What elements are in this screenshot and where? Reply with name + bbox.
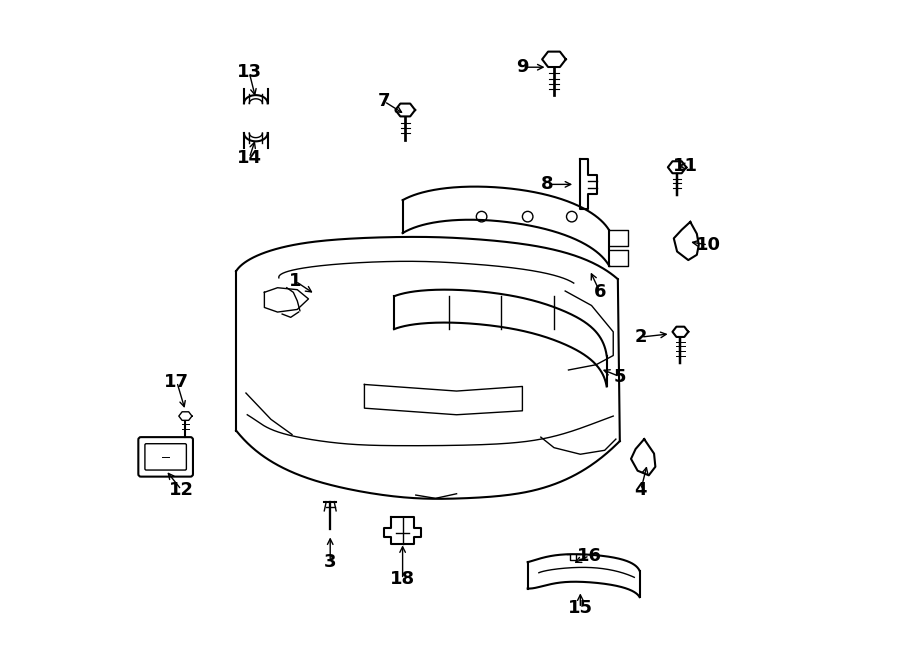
Text: 18: 18 [390,570,415,588]
Text: 4: 4 [634,481,647,499]
Text: 1: 1 [289,272,302,290]
FancyBboxPatch shape [139,437,193,477]
Text: 16: 16 [577,547,602,564]
Text: 15: 15 [568,600,593,617]
FancyBboxPatch shape [145,444,186,470]
Text: 10: 10 [696,236,721,254]
Text: 7: 7 [378,93,391,110]
Text: 13: 13 [237,63,262,81]
Text: 3: 3 [324,553,337,571]
Text: 12: 12 [169,481,194,499]
Text: 17: 17 [165,373,189,391]
Text: 6: 6 [594,284,607,301]
Text: 2: 2 [634,328,647,346]
Text: 9: 9 [517,58,528,76]
Text: 14: 14 [237,149,262,167]
Text: 5: 5 [614,368,626,385]
Text: 11: 11 [673,157,698,175]
Text: 8: 8 [541,175,554,194]
